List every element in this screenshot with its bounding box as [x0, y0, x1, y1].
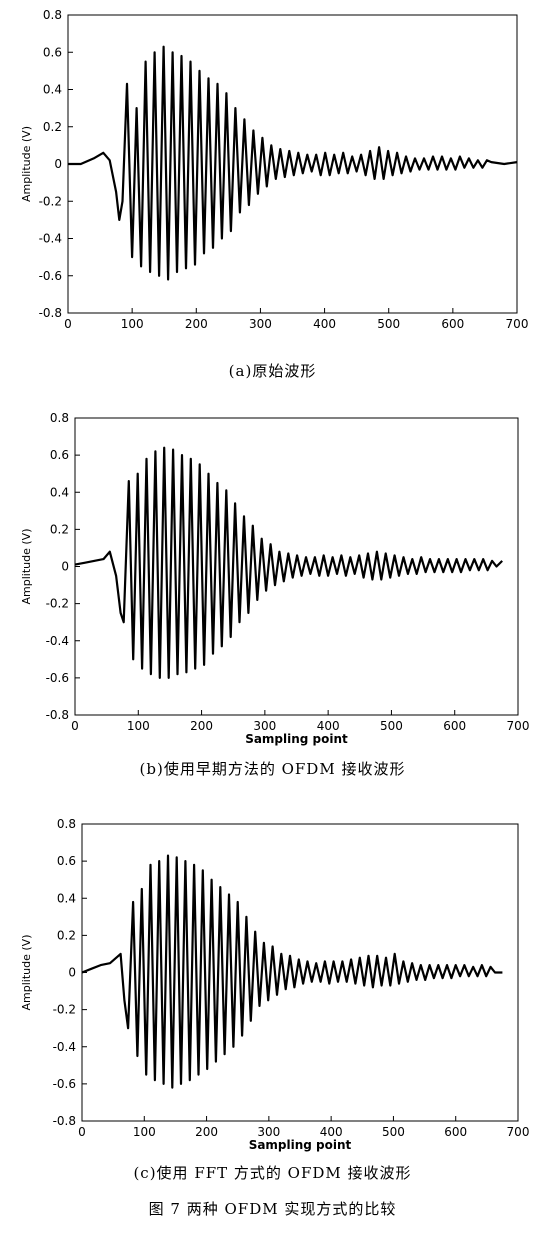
chart-c-y-tick-label: -0.8: [53, 1114, 76, 1128]
chart-c-x-tick-label: 600: [444, 1125, 467, 1139]
chart-b-x-tick-label: 100: [127, 719, 150, 733]
chart-c-series-line: [81, 854, 503, 1089]
chart-b-x-tick-label: 300: [253, 719, 276, 733]
chart-c: 0 100 200 300 400 500 600 700 -0.8 -0.6 -0.4 -0.2 0 0…: [20, 817, 530, 1152]
chart-b-y-tick-label: 0.4: [50, 485, 69, 499]
chart-b-x-tick-label: 500: [380, 719, 403, 733]
chart-b-y-tick-label: 0.2: [50, 522, 69, 536]
chart-a-y-tick-label: -0.8: [39, 306, 62, 320]
chart-b-y-tick-label: -0.6: [46, 671, 69, 685]
chart-a-x-tick-label: 100: [121, 317, 144, 330]
chart-b-x-tick-label: 600: [443, 719, 466, 733]
chart-c-y-tick-label: -0.6: [53, 1077, 76, 1091]
chart-c-x-tick-label: 500: [382, 1125, 405, 1139]
chart-a-y-tick-label: 0.2: [43, 120, 62, 134]
chart-c-x-tick-label: 0: [78, 1125, 86, 1139]
chart-b-series-line: [74, 446, 503, 679]
chart-a-y-axis-label: Amplitude (V): [20, 126, 33, 202]
chart-c-y-tick-label: -0.4: [53, 1040, 76, 1054]
caption-a: (a)原始波形: [228, 362, 317, 380]
chart-a-x-tick-label: 300: [249, 317, 272, 330]
chart-b-y-tick-label: 0.8: [50, 411, 69, 425]
chart-c-y-tick-label: 0.4: [57, 891, 76, 905]
chart-panel-a: 0 100 200 300 400 500 600 700 -0.8 -0.6 -0.4 -0.2 0 0…: [0, 0, 545, 395]
chart-c-x-tick-label: 300: [257, 1125, 280, 1139]
chart-c-x-tick-label: 100: [133, 1125, 156, 1139]
chart-c-x-tick-label: 200: [195, 1125, 218, 1139]
chart-c-x-tick-label: 700: [507, 1125, 530, 1139]
chart-b-plot-frame: [74, 417, 519, 716]
chart-a-x-tick-label: 600: [441, 317, 464, 330]
chart-panel-c: 0 100 200 300 400 500 600 700 -0.8 -0.6 -0.4 -0.2 0 0…: [0, 810, 545, 1195]
chart-a-y-tick-label: -0.4: [39, 232, 62, 246]
chart-a-y-tick-label: 0.6: [43, 45, 62, 59]
chart-b-x-axis-label: Sampling point: [245, 732, 348, 746]
chart-b-y-tick-label: 0.6: [50, 448, 69, 462]
chart-b-y-tick-label: -0.4: [46, 634, 69, 648]
chart-a-x-tick-label: 500: [377, 317, 400, 330]
chart-a-x-tick-label: 700: [506, 317, 529, 330]
chart-c-y-tick-label: 0.8: [57, 817, 76, 831]
chart-a-y-tick-label: 0: [54, 157, 62, 171]
chart-c-y-tick-label: 0.2: [57, 928, 76, 942]
chart-a-x-tick-label: 200: [185, 317, 208, 330]
chart-a-y-tick-label: -0.2: [39, 194, 62, 208]
chart-a-x-tick-label: 0: [64, 317, 72, 330]
chart-a-series-line: [68, 45, 518, 281]
chart-a-x-tick-label: 400: [313, 317, 336, 330]
caption-b: (b)使用早期方法的 OFDM 接收波形: [139, 760, 406, 778]
chart-c-y-axis-label: Amplitude (V): [20, 935, 33, 1011]
chart-panel-b: 0 100 200 300 400 500 600 700 -0.8 -0.6 -0.4 -0.2 0 0…: [0, 400, 545, 795]
chart-c-x-tick-label: 400: [320, 1125, 343, 1139]
chart-c-y-tick-label: -0.2: [53, 1003, 76, 1017]
chart-b: 0 100 200 300 400 500 600 700 -0.8 -0.6 -0.4 -0.2 0 0…: [20, 411, 530, 746]
chart-c-x-axis-label: Sampling point: [249, 1138, 352, 1152]
chart-a-y-tick-label: 0.8: [43, 8, 62, 22]
chart-c-y-tick-label: 0: [68, 966, 76, 980]
chart-b-y-tick-label: -0.2: [46, 597, 69, 611]
caption-c: (c)使用 FFT 方式的 OFDM 接收波形: [133, 1164, 412, 1182]
chart-b-y-axis-label: Amplitude (V): [20, 529, 33, 605]
chart-b-x-tick-label: 0: [71, 719, 79, 733]
chart-b-y-tick-label: 0: [61, 560, 69, 574]
chart-c-y-tick-label: 0.6: [57, 854, 76, 868]
figure-title: 图 7 两种 OFDM 实现方式的比较: [148, 1200, 397, 1218]
chart-b-x-tick-label: 700: [507, 719, 530, 733]
chart-a-y-tick-label: 0.4: [43, 83, 62, 97]
chart-b-x-tick-label: 400: [317, 719, 340, 733]
chart-a-y-tick-label: -0.6: [39, 269, 62, 283]
chart-b-x-tick-label: 200: [190, 719, 213, 733]
chart-b-y-tick-label: -0.8: [46, 708, 69, 722]
chart-a: 0 100 200 300 400 500 600 700 -0.8 -0.6 -0.4 -0.2 0 0…: [20, 8, 529, 330]
